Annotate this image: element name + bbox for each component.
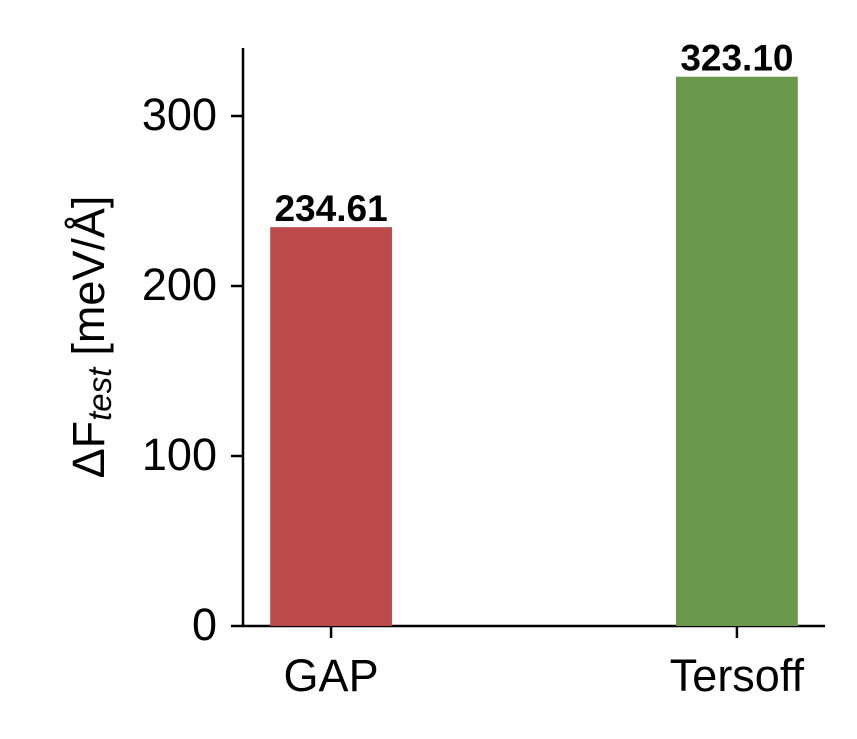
y-tick-label: 100 <box>142 429 217 480</box>
x-tick-label: GAP <box>284 650 379 701</box>
y-tick-label: 200 <box>142 259 217 310</box>
y-tick-label: 0 <box>192 599 217 650</box>
x-tick-label: Tersoff <box>670 650 805 701</box>
y-label-main: ΔF <box>63 421 114 479</box>
value-label: 234.61 <box>274 188 387 229</box>
bar <box>676 76 798 627</box>
y-axis-label: ΔFtest [meV/Å] <box>63 196 118 479</box>
bar <box>270 227 392 626</box>
value-label: 323.10 <box>680 38 793 79</box>
y-tick-label: 300 <box>142 89 217 140</box>
y-label-subscript: test <box>81 366 118 421</box>
y-label-unit: [meV/Å] <box>63 196 114 356</box>
